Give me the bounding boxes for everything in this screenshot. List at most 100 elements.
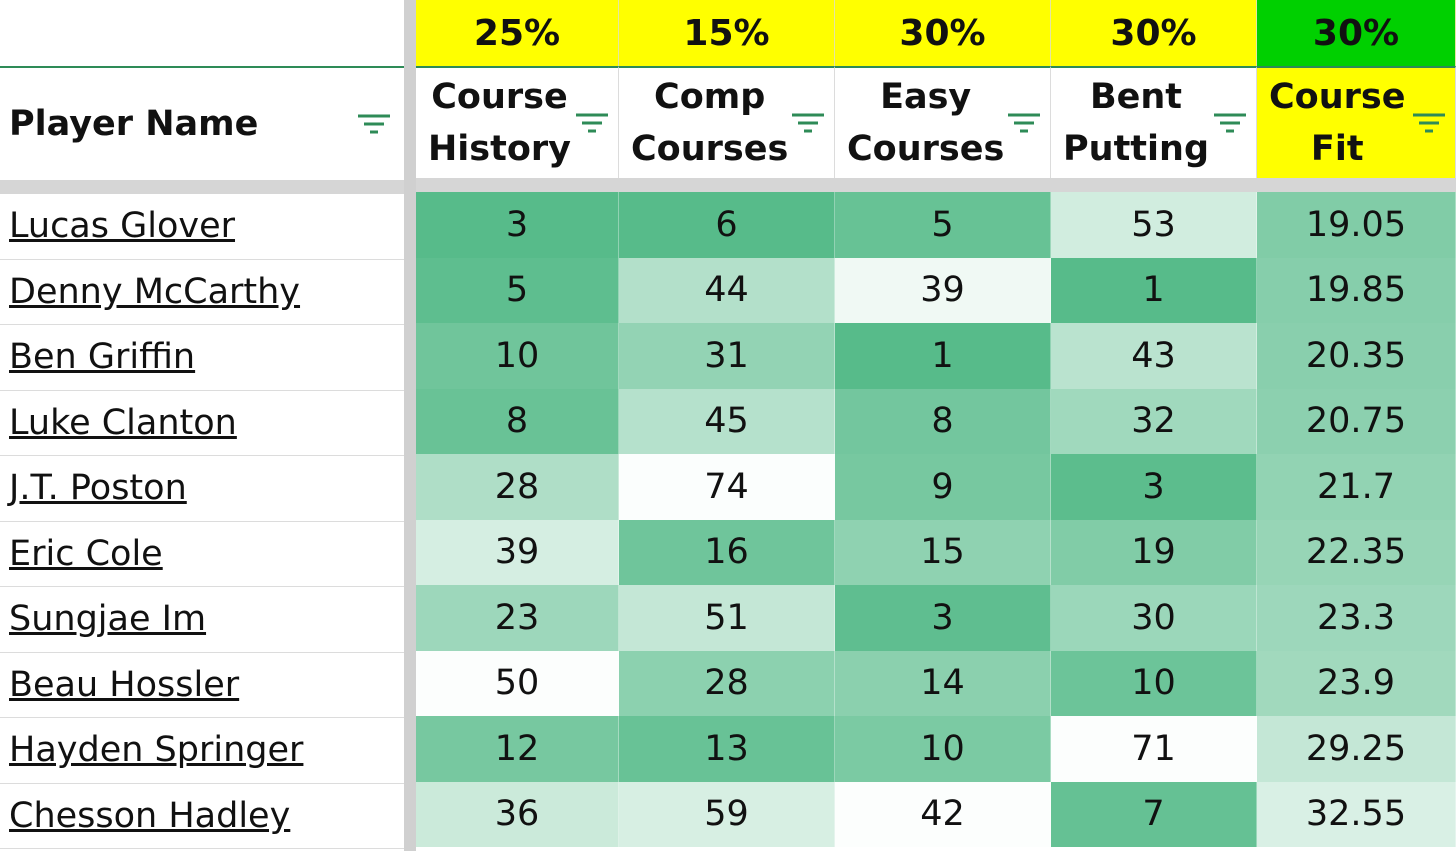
stat-cell[interactable]: 28 bbox=[416, 454, 619, 520]
column-header-label: Bent Putting bbox=[1063, 71, 1209, 175]
stat-cell[interactable]: 1 bbox=[1051, 257, 1257, 323]
stat-cell[interactable]: 59 bbox=[619, 781, 835, 847]
stat-cell[interactable]: 74 bbox=[619, 454, 835, 520]
frozen-pane-divider bbox=[404, 0, 416, 851]
column-header: Course Fit bbox=[1257, 66, 1456, 178]
stat-cell[interactable]: 39 bbox=[416, 519, 619, 585]
player-name-link[interactable]: Chesson Hadley bbox=[0, 784, 404, 849]
stat-cell[interactable]: 5 bbox=[835, 192, 1051, 258]
stat-cell[interactable]: 53 bbox=[1051, 192, 1257, 258]
table-row: 39 16 15 19 22.35 bbox=[416, 519, 1456, 585]
stat-cell[interactable]: 28 bbox=[619, 650, 835, 716]
stat-cell[interactable]: 19.05 bbox=[1257, 192, 1456, 258]
stat-cell[interactable]: 31 bbox=[619, 323, 835, 389]
stat-cell[interactable]: 20.35 bbox=[1257, 323, 1456, 389]
data-rows: 3 6 5 53 19.05 5 44 39 1 19.85 10 31 1 43 20.35 8 45 8 32 2… bbox=[416, 192, 1456, 847]
stat-cell[interactable]: 13 bbox=[619, 716, 835, 782]
table-row: 8 45 8 32 20.75 bbox=[416, 388, 1456, 454]
stat-cell[interactable]: 22.35 bbox=[1257, 519, 1456, 585]
stat-cell[interactable]: 39 bbox=[835, 257, 1051, 323]
header-line: Easy bbox=[880, 77, 972, 117]
stat-cell[interactable]: 8 bbox=[416, 388, 619, 454]
stat-cell[interactable]: 8 bbox=[835, 388, 1051, 454]
stat-cell[interactable]: 36 bbox=[416, 781, 619, 847]
weight-cell[interactable]: 25% bbox=[416, 0, 619, 66]
stat-cell[interactable]: 10 bbox=[835, 716, 1051, 782]
weight-row: 25% 15% 30% 30% 30% bbox=[416, 0, 1456, 66]
stat-cell[interactable]: 51 bbox=[619, 585, 835, 651]
player-name-link[interactable]: Eric Cole bbox=[0, 522, 404, 587]
stat-cell[interactable]: 23.3 bbox=[1257, 585, 1456, 651]
stat-cell[interactable]: 71 bbox=[1051, 716, 1257, 782]
filter-icon[interactable] bbox=[1212, 109, 1248, 137]
table-row: 3 6 5 53 19.05 bbox=[416, 192, 1456, 258]
stat-cell[interactable]: 32.55 bbox=[1257, 781, 1456, 847]
stat-cell[interactable]: 16 bbox=[619, 519, 835, 585]
column-header-label: Course History bbox=[428, 71, 571, 175]
stat-cell[interactable]: 10 bbox=[1051, 650, 1257, 716]
header-divider bbox=[416, 178, 1456, 192]
stat-cell[interactable]: 29.25 bbox=[1257, 716, 1456, 782]
stat-cell[interactable]: 32 bbox=[1051, 388, 1257, 454]
stat-cell[interactable]: 44 bbox=[619, 257, 835, 323]
column-header-label: Comp Courses bbox=[631, 71, 788, 175]
table-row: 28 74 9 3 21.7 bbox=[416, 454, 1456, 520]
stat-cell[interactable]: 21.7 bbox=[1257, 454, 1456, 520]
column-header-label: Course Fit bbox=[1269, 71, 1405, 175]
stat-cell[interactable]: 23.9 bbox=[1257, 650, 1456, 716]
filter-icon[interactable] bbox=[1411, 109, 1447, 137]
stat-cell[interactable]: 19.85 bbox=[1257, 257, 1456, 323]
stat-cell[interactable]: 1 bbox=[835, 323, 1051, 389]
stat-cell[interactable]: 19 bbox=[1051, 519, 1257, 585]
filter-icon[interactable] bbox=[790, 109, 826, 137]
stat-cell[interactable]: 42 bbox=[835, 781, 1051, 847]
stat-cell[interactable]: 3 bbox=[835, 585, 1051, 651]
header-line: Comp bbox=[654, 77, 766, 117]
stat-cell[interactable]: 50 bbox=[416, 650, 619, 716]
player-name-link[interactable]: Sungjae Im bbox=[0, 587, 404, 653]
filter-icon[interactable] bbox=[1006, 109, 1042, 137]
stat-cell[interactable]: 20.75 bbox=[1257, 388, 1456, 454]
stat-cell[interactable]: 23 bbox=[416, 585, 619, 651]
column-header: Easy Courses bbox=[835, 66, 1051, 178]
stat-cell[interactable]: 10 bbox=[416, 323, 619, 389]
player-name-header: Player Name bbox=[0, 68, 404, 180]
header-line: History bbox=[428, 129, 571, 169]
stat-cell[interactable]: 45 bbox=[619, 388, 835, 454]
weight-cell[interactable]: 15% bbox=[619, 0, 835, 66]
header-divider bbox=[0, 180, 404, 194]
stat-cell[interactable]: 5 bbox=[416, 257, 619, 323]
stat-cell[interactable]: 12 bbox=[416, 716, 619, 782]
weight-cell-course-fit[interactable]: 30% bbox=[1257, 0, 1456, 66]
player-name-link[interactable]: Ben Griffin bbox=[0, 325, 404, 391]
weight-cell[interactable]: 30% bbox=[835, 0, 1051, 66]
stat-cell[interactable]: 9 bbox=[835, 454, 1051, 520]
stat-cell[interactable]: 30 bbox=[1051, 585, 1257, 651]
stat-cell[interactable]: 3 bbox=[1051, 454, 1257, 520]
header-line: Fit bbox=[1310, 129, 1364, 169]
name-column-top-spacer bbox=[0, 0, 404, 68]
stat-cell[interactable]: 15 bbox=[835, 519, 1051, 585]
player-name-link[interactable]: Denny McCarthy bbox=[0, 260, 404, 325]
player-name-header-label: Player Name bbox=[9, 104, 259, 144]
filter-icon[interactable] bbox=[356, 110, 392, 138]
table-row: 36 59 42 7 32.55 bbox=[416, 781, 1456, 847]
player-name-link[interactable]: Beau Hossler bbox=[0, 653, 404, 718]
stat-cell[interactable]: 6 bbox=[619, 192, 835, 258]
table-row: 50 28 14 10 23.9 bbox=[416, 650, 1456, 716]
stat-cell[interactable]: 3 bbox=[416, 192, 619, 258]
table-row: 23 51 3 30 23.3 bbox=[416, 585, 1456, 651]
player-name-link[interactable]: J.T. Poston bbox=[0, 456, 404, 522]
player-name-link[interactable]: Hayden Springer bbox=[0, 718, 404, 784]
stat-cell[interactable]: 14 bbox=[835, 650, 1051, 716]
weight-cell[interactable]: 30% bbox=[1051, 0, 1257, 66]
table-row: 10 31 1 43 20.35 bbox=[416, 323, 1456, 389]
stat-cell[interactable]: 7 bbox=[1051, 781, 1257, 847]
header-line: Courses bbox=[631, 129, 789, 169]
player-name-link[interactable]: Luke Clanton bbox=[0, 391, 404, 456]
stat-cell[interactable]: 43 bbox=[1051, 323, 1257, 389]
player-name-link[interactable]: Lucas Glover bbox=[0, 194, 404, 260]
filter-icon[interactable] bbox=[574, 109, 610, 137]
column-header: Bent Putting bbox=[1051, 66, 1257, 178]
